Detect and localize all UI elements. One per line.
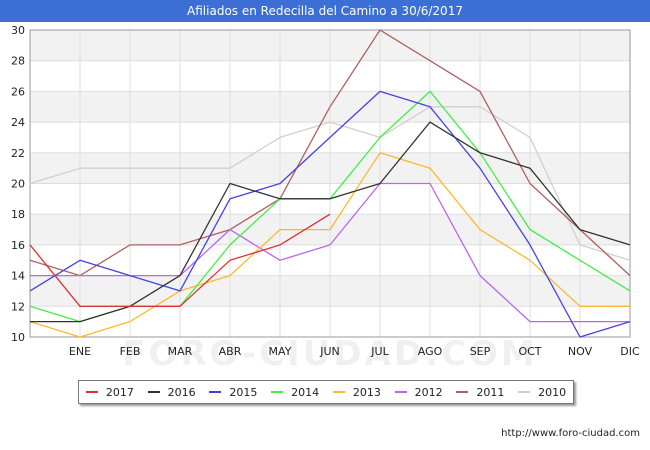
y-tick-label: 16 bbox=[11, 239, 25, 252]
y-tick-label: 22 bbox=[11, 147, 25, 160]
y-tick-label: 18 bbox=[11, 208, 25, 221]
legend-swatch bbox=[147, 391, 160, 393]
legend-label: 2012 bbox=[414, 385, 443, 399]
series-line-2011 bbox=[29, 29, 631, 277]
y-tick-label: 28 bbox=[11, 55, 25, 68]
chart-title: Afiliados en Redecilla del Camino a 30/6… bbox=[0, 0, 650, 22]
x-tick-label: SEP bbox=[470, 345, 491, 358]
x-tick-label: JUN bbox=[319, 345, 340, 358]
legend-label: 2011 bbox=[476, 385, 505, 399]
legend-label: 2017 bbox=[105, 385, 134, 399]
legend-label: 2013 bbox=[352, 385, 381, 399]
legend-item-2015: 2015 bbox=[209, 386, 257, 399]
chart-legend: 2017 2016 2015 2014 2013 2012 2011 2010 bbox=[78, 380, 574, 404]
x-tick-label: JUL bbox=[370, 345, 389, 358]
x-tick-label: DIC bbox=[620, 345, 640, 358]
y-tick-label: 24 bbox=[11, 116, 25, 129]
legend-swatch bbox=[394, 391, 407, 393]
y-tick-label: 12 bbox=[11, 300, 25, 313]
legend-swatch bbox=[209, 391, 222, 393]
legend-item-2016: 2016 bbox=[147, 385, 196, 399]
y-tick-label: 26 bbox=[11, 85, 25, 98]
legend-label: 2010 bbox=[538, 385, 567, 399]
legend-swatch bbox=[456, 391, 469, 393]
series-line-2015 bbox=[29, 90, 631, 338]
series-line-2013 bbox=[29, 152, 630, 338]
x-tick-label: ENE bbox=[69, 345, 91, 358]
legend-swatch bbox=[332, 391, 345, 393]
y-tick-label: 20 bbox=[11, 178, 25, 191]
source-url: http://www.foro-ciudad.com bbox=[501, 428, 640, 439]
y-tick-label: 10 bbox=[11, 331, 25, 344]
y-tick-label: 30 bbox=[11, 24, 25, 37]
legend-item-2012: 2012 bbox=[394, 385, 443, 399]
legend-label: 2014 bbox=[291, 385, 320, 399]
legend-swatch bbox=[518, 391, 531, 393]
x-tick-label: OCT bbox=[518, 345, 541, 358]
series-line-2017 bbox=[29, 213, 331, 307]
legend-swatch bbox=[85, 391, 98, 393]
legend-item-2011: 2011 bbox=[456, 386, 504, 399]
legend-item-2014: 2014 bbox=[271, 386, 319, 399]
x-tick-label: FEB bbox=[120, 345, 141, 358]
legend-item-2013: 2013 bbox=[332, 385, 381, 399]
legend-item-2017: 2017 bbox=[85, 385, 134, 399]
legend-item-2010: 2010 bbox=[518, 386, 566, 399]
series-line-2010 bbox=[29, 106, 631, 261]
x-tick-label: MAR bbox=[168, 345, 193, 358]
legend-swatch bbox=[271, 391, 284, 393]
x-tick-label: AGO bbox=[418, 345, 443, 358]
x-tick-label: ABR bbox=[219, 345, 242, 358]
y-tick-label: 14 bbox=[11, 270, 25, 283]
watermark: FORO-CIUDAD.COM bbox=[122, 334, 538, 374]
x-tick-label: NOV bbox=[568, 345, 593, 358]
x-tick-label: MAY bbox=[269, 345, 292, 358]
legend-label: 2015 bbox=[229, 385, 258, 399]
legend-label: 2016 bbox=[167, 385, 196, 399]
